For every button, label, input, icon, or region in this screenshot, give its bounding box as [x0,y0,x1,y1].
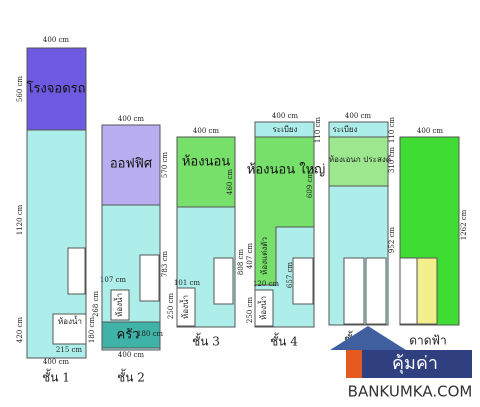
floor-label: ชั้น 1 [42,369,70,385]
room-label: ห้องแต่งตัว [260,237,269,275]
dim: 400 cm [272,112,299,120]
dim: 107 cm [100,276,127,284]
stair [343,257,365,325]
room-label: ห้องน้ำ [179,295,190,319]
room [328,136,389,187]
room [254,289,274,327]
dim: 400 cm [43,36,70,44]
logo: คุ้มค่า BANKUMKA.COM [330,326,472,401]
plan-2: 400 cm 570 cm 783 cm 107 cm 268 cm 180 c… [92,115,169,385]
room [254,136,315,286]
dim: 400 cm [118,351,145,359]
plan-4: 400 cm 110 cm 609 cm 407 cm 657 cm 120 c… [246,112,325,349]
room [26,47,87,131]
room [110,289,130,321]
dim: 560 cm [16,76,24,103]
floor-label: ชั้น 2 [117,369,145,385]
dim: 400 cm [417,127,444,135]
room [101,124,161,206]
room [365,257,387,325]
dim: 268 cm [92,291,100,318]
stair [139,254,160,302]
dim: 101 cm [174,279,201,287]
stair [213,257,234,305]
dim: 400 cm [43,358,70,366]
dim: 657 cm [286,262,294,289]
dim: 808 cm [237,249,245,276]
room-label: ระเบียง [333,125,358,134]
logo-name: คุ้มค่า [392,353,438,374]
room [176,136,236,208]
logo-roof [330,326,406,350]
dim: 110 cm [388,117,396,144]
dim: 420 cm [16,317,24,344]
stair [292,257,314,305]
floor-label: ดาดฟ้า [409,334,447,348]
room-label: ห้องนอน ใหญ่ [247,162,325,178]
room-label: ห้องน้ำ [58,315,82,326]
dim: 310 cm [388,147,396,174]
dim: 250 cm [167,293,175,320]
room [101,321,161,349]
room [399,257,418,325]
dim: 570 cm [161,152,169,179]
dim: 180 cm [137,330,164,338]
dim: 180 cm [88,317,96,344]
floor-label: ชั้น 4 [270,333,298,349]
room-label: ครัว [117,328,140,343]
floor-label: ชั้น 3 [192,333,220,349]
room [176,287,196,327]
room-label: ห้องเอนก ประสงค์ [329,154,391,164]
dim: 460 cm [226,169,234,196]
dim: 407 cm [246,243,254,270]
room-label: ห้องน้ำ [257,296,268,320]
room-label: โรงจอดรถ [26,81,85,97]
plan-6: 400 cm 1262 cm ดาดฟ้า [399,127,468,348]
dim: 110 cm [314,117,322,144]
room-label: ระเบียง [273,125,298,134]
dim: 400 cm [193,127,220,135]
stair [67,247,86,295]
plan-3: 400 cm 460 cm 808 cm 101 cm 250 cm ห้องน… [167,127,245,349]
room-label: ห้องนอน [182,155,230,170]
dim: 215 cm [56,346,83,354]
dim: 1120 cm [16,204,24,235]
dim: 609 cm [306,172,314,199]
room-label: ออฟฟิศ [110,157,153,172]
plan-1: 400 cm 560 cm 1120 cm 420 cm 180 cm 215 … [16,36,96,385]
logo-site: BANKUMKA.COM [348,383,473,401]
dim: 250 cm [246,297,254,324]
logo-mark [346,350,362,378]
plan-5: 400 cm 110 cm 310 cm 952 cm ระเบียง ห้อง… [328,112,396,347]
logo-bg [362,350,472,378]
dim: 783 cm [161,251,169,278]
dim: 400 cm [118,115,145,123]
room [52,313,87,345]
dim: 1262 cm [460,209,468,240]
stair [416,257,438,325]
dim: 952 cm [388,227,396,254]
dim: 120 cm [253,280,280,288]
room-label: ห้องน้ำ [113,293,124,317]
dim: 400 cm [345,112,372,120]
